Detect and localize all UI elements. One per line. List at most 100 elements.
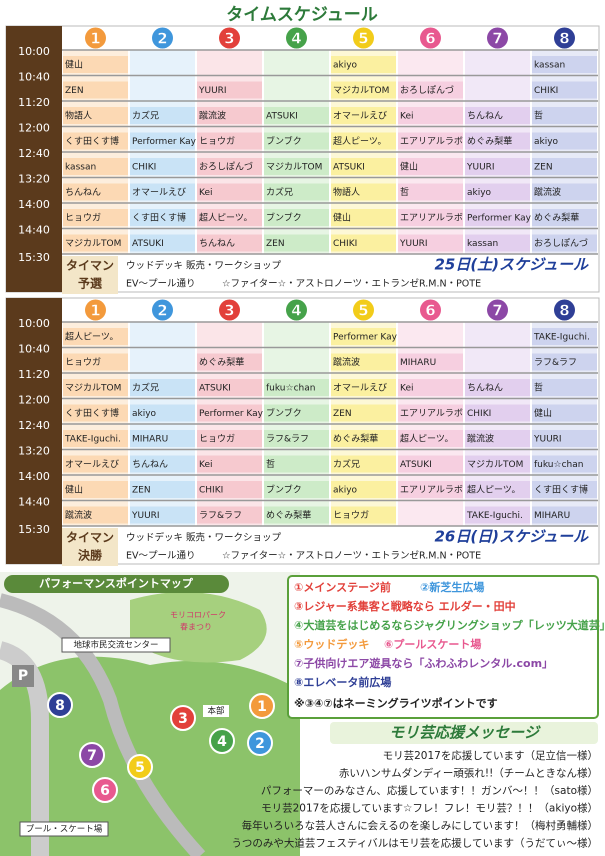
performer: 物語人: [333, 186, 360, 198]
performer: おろしぽんづ: [400, 85, 454, 96]
message: パフォーマーのみなさん、応援しています！！ガンバ～！！（sato様）: [261, 784, 598, 797]
map-point-number: 3: [178, 711, 188, 727]
match-box: [62, 528, 118, 566]
cell: [197, 234, 262, 252]
cell: [532, 328, 597, 345]
performer: MIHARU: [132, 435, 168, 445]
performer: akiyo: [333, 61, 358, 71]
cell: [130, 234, 195, 252]
performer: CHIKI: [467, 409, 491, 419]
cell: [63, 132, 128, 150]
legend-item: ⑧エレベータ前広場: [294, 675, 391, 689]
performer: めぐみ梨華: [199, 356, 244, 368]
performer: 蹴流波: [534, 186, 561, 198]
performer: ブンブク: [266, 407, 302, 419]
performer: ATSUKI: [266, 112, 298, 122]
time-label: 12:40: [18, 419, 50, 432]
performer: ちんねん: [467, 383, 503, 394]
performer: 哲: [400, 187, 409, 198]
cell: [532, 506, 597, 524]
cell: [63, 158, 128, 175]
stage-number: 4: [291, 302, 301, 320]
cell: [398, 132, 463, 150]
performer: ちんねん: [132, 459, 168, 470]
cell: [532, 81, 597, 99]
cell: [197, 481, 262, 498]
cell: [398, 481, 463, 498]
performer: マジカルTOM: [65, 238, 121, 249]
performer: ブンブク: [266, 484, 302, 496]
cell: [63, 379, 128, 396]
ev: EV～プール通り: [126, 279, 196, 290]
stage-badge: [487, 27, 508, 49]
performer: 健山: [534, 407, 552, 419]
legend-item: ②新芝生広場: [420, 580, 484, 594]
time-label: 10:40: [18, 71, 50, 84]
performer: 哲: [534, 383, 543, 394]
cell: [264, 481, 329, 498]
time-label: 14:40: [18, 496, 50, 509]
cell: [130, 158, 195, 175]
map-point: [79, 742, 105, 768]
map-point-number: 2: [255, 736, 265, 752]
cell: [264, 455, 329, 473]
cell: [331, 506, 396, 524]
performer: 蹴流波: [333, 356, 360, 368]
time-label: 12:40: [18, 147, 50, 160]
cell: [130, 404, 195, 422]
road: [0, 593, 206, 856]
cell: [197, 455, 262, 473]
cell: [63, 234, 128, 252]
hq-bg: [203, 705, 229, 717]
cell: [398, 81, 463, 99]
performer: 哲: [266, 459, 275, 470]
cell: [331, 56, 396, 73]
cell: [130, 455, 195, 473]
wood-deck-desc: 販売・ワークショップ: [186, 532, 282, 544]
performer: マジカルTOM: [266, 162, 322, 173]
message: モリ芸2017を応援しています☆フレ！フレ！モリ芸？！！（akiyo様）: [261, 802, 598, 815]
date: 25日(土)スケジュール: [434, 256, 589, 274]
map-point: [209, 728, 235, 754]
stage-number: 7: [492, 30, 502, 48]
performer: マジカルTOM: [467, 459, 523, 470]
time-label: 13:20: [18, 445, 50, 458]
cell: [398, 107, 463, 124]
pool-bg: [19, 821, 109, 837]
performer: Performer Kay: [199, 409, 264, 419]
cell: [398, 234, 463, 252]
performer: ZEN: [333, 409, 352, 419]
cell: [465, 132, 530, 150]
cell: [398, 158, 463, 175]
cell: [465, 430, 530, 447]
performer: ちんねん: [467, 111, 503, 122]
cell: [197, 430, 262, 447]
time-label: 15:30: [18, 523, 50, 536]
wood-deck: ウッドデッキ: [126, 532, 183, 544]
cell: [398, 209, 463, 226]
performer: めぐみ梨華: [266, 509, 311, 521]
performer: ラフ&ラフ: [534, 357, 577, 368]
cell: [331, 234, 396, 252]
map-point-number: 8: [55, 698, 65, 714]
map-point: [92, 777, 118, 803]
stage-badge: [554, 27, 575, 49]
map-point-number: 1: [257, 699, 267, 715]
cell: [63, 328, 128, 345]
cell: [130, 132, 195, 150]
performer: くす田くす博: [132, 212, 186, 224]
performer: ZEN: [132, 486, 151, 496]
cell: [398, 353, 463, 371]
performer: akiyo: [467, 188, 492, 198]
center-label: 地球市民交流センター: [73, 640, 158, 651]
title: タイムスケジュール: [226, 5, 377, 25]
match: タイマン: [66, 259, 114, 273]
performer: ヒョウガ: [199, 136, 235, 147]
cell: [532, 107, 597, 124]
performer: オマールえび: [333, 383, 387, 394]
cell: [331, 107, 396, 124]
cell: [465, 183, 530, 201]
match: タイマン: [66, 531, 114, 545]
performer: ラフ&ラフ: [199, 510, 242, 521]
cell: [331, 481, 396, 498]
